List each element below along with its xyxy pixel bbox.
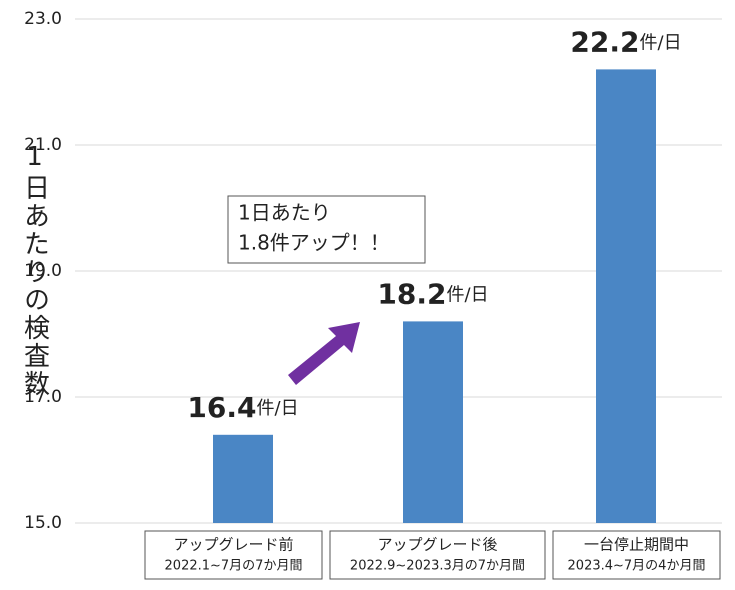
x-tick-sublabel: 2022.1~7月の7か月間 bbox=[165, 559, 303, 574]
bar bbox=[213, 434, 273, 523]
y-tick-label: 23.0 bbox=[24, 9, 62, 29]
x-tick-sublabel: 2023.4~7月の4か月間 bbox=[568, 559, 706, 574]
y-tick-label: 21.0 bbox=[24, 135, 62, 155]
annotation-box bbox=[227, 195, 426, 264]
x-tick-label: 一台停止期間中 bbox=[584, 536, 689, 554]
value-label: 18.2件/日 bbox=[377, 277, 488, 310]
y-axis-label: 1日あたりの検査数 bbox=[20, 142, 50, 398]
annotation-line: 1.8件アップ！！ bbox=[238, 231, 390, 255]
value-label: 16.4件/日 bbox=[187, 391, 298, 424]
value-unit: 件/日 bbox=[447, 284, 489, 305]
value-unit: 件/日 bbox=[257, 398, 299, 419]
category-box bbox=[552, 530, 721, 580]
bar bbox=[596, 69, 656, 524]
value-number: 22.2 bbox=[570, 25, 639, 58]
y-tick-label: 15.0 bbox=[24, 513, 62, 533]
category-box bbox=[144, 530, 323, 580]
y-tick-label: 19.0 bbox=[24, 261, 62, 281]
value-unit: 件/日 bbox=[640, 32, 682, 53]
x-tick-label: アップグレード後 bbox=[377, 536, 497, 554]
annotation-line: 1日あたり bbox=[238, 201, 331, 225]
arrow bbox=[288, 322, 360, 385]
bar bbox=[403, 321, 463, 523]
x-tick-sublabel: 2022.9~2023.3月の7か月間 bbox=[350, 559, 525, 574]
value-number: 18.2 bbox=[377, 277, 446, 310]
value-label: 22.2件/日 bbox=[570, 25, 681, 58]
y-tick-label: 17.0 bbox=[24, 387, 62, 407]
x-tick-label: アップグレード前 bbox=[173, 536, 293, 554]
value-number: 16.4 bbox=[187, 391, 256, 424]
category-box bbox=[329, 530, 546, 580]
